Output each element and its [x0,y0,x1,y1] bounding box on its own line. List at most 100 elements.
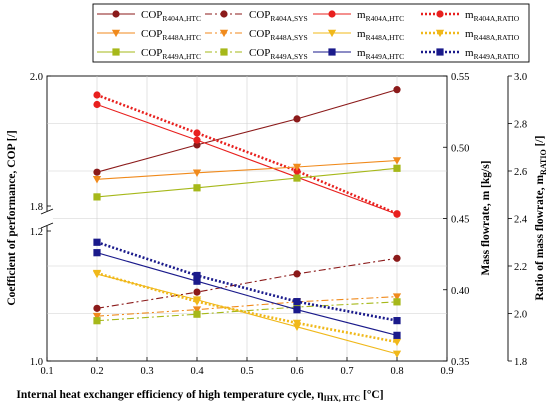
legend-entry: COPR448A,SYS [205,28,308,42]
x-tick-label: 0.6 [290,366,303,377]
legend-label-main: m [357,9,366,21]
series-cop-r404a-sys [93,254,401,312]
legend-label-sub: R448A,HTC [366,33,405,42]
y-ratio-tick-label: 2.2 [514,262,527,273]
data-point [293,298,301,306]
legend-label-main: COP [141,28,162,40]
legend-label-sub: R404A,RATIO [474,14,520,23]
legend-entry: COPR404A,HTC [97,9,201,23]
data-point [393,298,401,306]
legend-label-sub: R404A,HTC [366,14,405,23]
data-point [393,317,401,325]
y-ratio-tick-label: 1.8 [514,357,527,368]
y-axis-left-label: Coefficient of performance, COP [/] [6,130,18,305]
legend-label: mR404A,HTC [357,9,404,23]
y-left-tick-label: 1.8 [30,202,43,213]
series-line [96,89,398,173]
series-line [96,93,398,215]
data-point [192,306,202,314]
series-line [96,103,398,215]
data-point [393,210,401,218]
series-cop-r449a-htc [93,164,401,201]
legend-entry: mR448A,RATIO [421,28,520,42]
x-tick-label: 0.7 [340,366,353,377]
series-line [96,296,398,317]
data-point [392,338,402,347]
legend-marker [436,48,444,56]
series-line [96,273,398,355]
legend-label: COPR449A,HTC [141,47,201,61]
data-point [93,168,101,176]
legend-label: COPR448A,HTC [141,28,201,42]
data-point [93,100,101,109]
series-line [96,271,398,344]
legend-label: COPR448A,SYS [249,28,308,42]
y-mass-tick-label: 0.45 [451,215,469,226]
legend-entry: COPR449A,SYS [205,47,308,61]
data-point [293,174,301,182]
data-point [93,249,101,257]
data-point [193,184,201,192]
y-axis-ratio-label: Ratio of mass flowrate, mRATIO [/] [534,136,548,301]
series-line [96,241,398,322]
legend-label-main: m [357,28,366,40]
legend-marker [327,29,337,38]
data-point [293,115,301,123]
series-line [96,252,398,336]
series-line [96,159,398,180]
data-point [393,86,401,94]
data-point [93,304,101,312]
data-point [193,129,201,137]
x-axis-label: Internal heat exchanger efficiency of hi… [16,389,383,403]
legend-label-sub: R448A,RATIO [474,33,520,42]
data-point [292,163,302,172]
y-left-tick-label: 2.0 [30,72,43,83]
legend-marker [219,29,229,38]
legend-marker [220,10,228,18]
legend-marker [328,10,336,18]
y-mass-tick-label: 0.55 [451,72,469,83]
data-point [92,269,102,278]
series-m-r448a-ratio [92,269,402,347]
legend-entry: mR404A,HTC [313,9,404,23]
legend-marker [112,48,120,56]
data-point [93,91,101,99]
data-point [193,277,201,285]
legend-entry: mR449A,HTC [313,47,404,61]
legend-marker [220,48,228,56]
legend-label-main: COP [141,9,162,21]
data-point [292,323,302,331]
y-ratio-tick-label: 3.0 [514,72,527,83]
legend-label-sub: R449A,HTC [366,52,405,61]
data-point [92,312,102,321]
data-point [292,319,302,328]
y-ratio-tick-label: 2.0 [514,310,527,321]
series-line [96,167,398,198]
legend-entry: COPR449A,HTC [97,47,201,61]
y-ratio-tick-label: 2.6 [514,167,527,178]
data-point [92,176,102,184]
x-tick-label: 0.5 [240,366,253,377]
y-mass-tick-label: 0.40 [451,286,469,297]
legend-label-main: COP [249,9,270,21]
data-point [293,306,301,314]
data-point [392,350,402,359]
series-m-r404a-ratio [93,91,401,218]
series-layer [92,86,402,359]
series-line [96,301,398,322]
legend-label: COPR449A,SYS [249,47,308,61]
x-tick-label: 0.3 [140,366,153,377]
legend-label-sub: R449A,SYS [270,52,307,61]
x-tick-label: 0.2 [90,366,103,377]
legend-marker [328,48,336,56]
legend-entry: COPR404A,SYS [205,9,308,23]
legend-entry: mR448A,HTC [313,28,404,42]
x-tick-label: 0.9 [440,366,453,377]
legend-label-sub: R448A,SYS [270,33,307,42]
data-point [393,254,401,262]
legend-entry: COPR448A,HTC [97,28,201,42]
legend-label: mR449A,RATIO [465,47,520,61]
series-line [96,257,398,309]
legend-label-main: COP [249,47,270,59]
